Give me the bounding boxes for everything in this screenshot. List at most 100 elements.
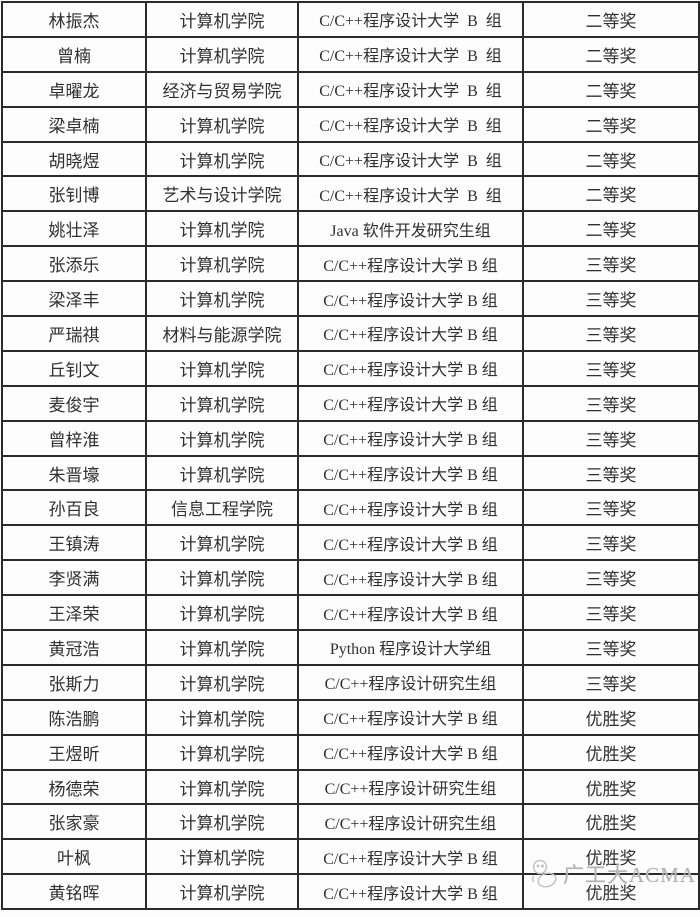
- table-row: 梁卓楠 计算机学院 C/C++程序设计大学 B 组二等奖: [1, 105, 700, 143]
- table-row: 梁泽丰 计算机学院 C/C++程序设计大学 B 组三等奖: [1, 280, 700, 318]
- cell-award: 三等奖: [522, 629, 700, 666]
- cell-name: 丘钊文: [1, 349, 147, 387]
- cell-category: Python 程序设计大学组: [297, 629, 524, 666]
- cell-college: 计算机学院: [145, 698, 299, 736]
- cell-award: 二等奖: [522, 70, 700, 108]
- table-row: 张斯力 计算机学院 C/C++程序设计研究生组 三等奖: [1, 663, 700, 701]
- cell-award: 三等奖: [522, 454, 700, 492]
- table-row: 陈浩鹏 计算机学院 C/C++程序设计大学 B 组优胜奖: [1, 698, 700, 736]
- cell-name: 严瑞祺: [1, 315, 147, 352]
- cell-college: 计算机学院: [145, 210, 299, 248]
- table-row: 王煜昕 计算机学院 C/C++程序设计大学 B 组优胜奖: [1, 733, 700, 771]
- cell-college: 计算机学院: [145, 733, 299, 771]
- table-row: 麦俊宇 计算机学院 C/C++程序设计大学 B 组三等奖: [1, 384, 700, 422]
- cell-college: 计算机学院: [145, 105, 299, 143]
- cell-category: C/C++程序设计大学 B 组: [297, 559, 524, 597]
- cell-college: 艺术与设计学院: [145, 175, 299, 213]
- cell-category: C/C++程序设计大学 B 组: [297, 454, 524, 492]
- table-row: 李贤满 计算机学院 C/C++程序设计大学 B 组三等奖: [1, 559, 700, 597]
- cell-college: 计算机学院: [145, 663, 299, 701]
- cell-award: 优胜奖: [522, 873, 700, 911]
- table-row: 林振杰 计算机学院 C/C++程序设计大学 B 组二等奖: [1, 1, 700, 38]
- cell-college: 计算机学院: [145, 524, 299, 562]
- table-row: 王镇涛 计算机学院 C/C++程序设计大学 B 组三等奖: [1, 524, 700, 562]
- cell-college: 计算机学院: [145, 280, 299, 318]
- cell-category: C/C++程序设计大学 B 组: [297, 245, 524, 283]
- cell-category: C/C++程序设计大学 B 组: [297, 349, 524, 387]
- cell-college: 计算机学院: [145, 803, 299, 841]
- cell-category: C/C++程序设计大学 B 组: [297, 280, 524, 318]
- cell-award: 三等奖: [522, 419, 700, 457]
- cell-category: C/C++程序设计大学 B 组: [297, 105, 524, 143]
- cell-college: 计算机学院: [145, 594, 299, 632]
- cell-college: 计算机学院: [145, 559, 299, 597]
- cell-award: 优胜奖: [522, 768, 700, 806]
- cell-college: 计算机学院: [145, 629, 299, 666]
- cell-college: 计算机学院: [145, 768, 299, 806]
- cell-award: 三等奖: [522, 384, 700, 422]
- cell-name: 李贤满: [1, 559, 147, 597]
- cell-name: 黄铭晖: [1, 873, 147, 911]
- table-row: 王泽荣 计算机学院 C/C++程序设计大学 B 组三等奖: [1, 594, 700, 632]
- table-row: 朱晋壕 计算机学院 C/C++程序设计大学 B 组三等奖: [1, 454, 700, 492]
- cell-category: C/C++程序设计大学 B 组: [297, 838, 524, 876]
- cell-college: 计算机学院: [145, 349, 299, 387]
- cell-name: 朱晋壕: [1, 454, 147, 492]
- table-row: 曾梓淮 计算机学院 C/C++程序设计大学 B 组三等奖: [1, 419, 700, 457]
- cell-name: 叶枫: [1, 838, 147, 876]
- cell-award: 三等奖: [522, 594, 700, 632]
- cell-category: C/C++程序设计大学 B 组: [297, 698, 524, 736]
- table-row: 杨德荣 计算机学院 C/C++程序设计研究生组 优胜奖: [1, 768, 700, 806]
- cell-name: 张钊博: [1, 175, 147, 213]
- cell-award: 二等奖: [522, 35, 700, 73]
- cell-name: 孙百良: [1, 489, 147, 527]
- cell-college: 计算机学院: [145, 140, 299, 178]
- cell-name: 卓曜龙: [1, 70, 147, 108]
- cell-name: 曾楠: [1, 35, 147, 73]
- table-row: 黄冠浩 计算机学院 Python 程序设计大学组 三等奖: [1, 629, 700, 666]
- cell-award: 优胜奖: [522, 838, 700, 876]
- cell-award: 三等奖: [522, 524, 700, 562]
- cell-category: C/C++程序设计大学 B 组: [297, 594, 524, 632]
- cell-name: 王镇涛: [1, 524, 147, 562]
- cell-name: 麦俊宇: [1, 384, 147, 422]
- cell-award: 三等奖: [522, 349, 700, 387]
- cell-award: 二等奖: [522, 210, 700, 248]
- cell-category: C/C++程序设计大学 B 组: [297, 315, 524, 352]
- cell-college: 计算机学院: [145, 454, 299, 492]
- cell-category: C/C++程序设计大学 B 组: [297, 175, 524, 213]
- cell-name: 林振杰: [1, 1, 147, 38]
- table-row: 张家豪 计算机学院 C/C++程序设计研究生组 优胜奖: [1, 803, 700, 841]
- cell-award: 二等奖: [522, 1, 700, 38]
- cell-college: 经济与贸易学院: [145, 70, 299, 108]
- cell-category: C/C++程序设计大学 B 组: [297, 384, 524, 422]
- table-row: 卓曜龙 经济与贸易学院 C/C++程序设计大学 B 组二等奖: [1, 70, 700, 108]
- cell-category: C/C++程序设计大学 B 组: [297, 733, 524, 771]
- cell-category: C/C++程序设计大学 B 组: [297, 140, 524, 178]
- table-row: 黄铭晖 计算机学院 C/C++程序设计大学 B 组优胜奖: [1, 873, 700, 911]
- cell-college: 计算机学院: [145, 419, 299, 457]
- cell-name: 曾梓淮: [1, 419, 147, 457]
- cell-college: 信息工程学院: [145, 489, 299, 527]
- cell-name: 梁卓楠: [1, 105, 147, 143]
- cell-college: 材料与能源学院: [145, 315, 299, 352]
- cell-college: 计算机学院: [145, 35, 299, 73]
- cell-name: 胡晓煜: [1, 140, 147, 178]
- cell-award: 三等奖: [522, 559, 700, 597]
- cell-award: 二等奖: [522, 105, 700, 143]
- table-row: 叶枫 计算机学院 C/C++程序设计大学 B 组优胜奖: [1, 838, 700, 876]
- cell-name: 陈浩鹏: [1, 698, 147, 736]
- table-row: 丘钊文 计算机学院 C/C++程序设计大学 B 组三等奖: [1, 349, 700, 387]
- cell-category: C/C++程序设计大学 B 组: [297, 873, 524, 911]
- cell-name: 王煜昕: [1, 733, 147, 771]
- cell-category: C/C++程序设计研究生组: [297, 768, 524, 806]
- cell-name: 梁泽丰: [1, 280, 147, 318]
- table-row: 张钊博 艺术与设计学院 C/C++程序设计大学 B 组二等奖: [1, 175, 700, 213]
- table-row: 张添乐 计算机学院 C/C++程序设计大学 B 组三等奖: [1, 245, 700, 283]
- cell-name: 杨德荣: [1, 768, 147, 806]
- cell-award: 三等奖: [522, 315, 700, 352]
- cell-college: 计算机学院: [145, 384, 299, 422]
- cell-college: 计算机学院: [145, 838, 299, 876]
- cell-name: 张斯力: [1, 663, 147, 701]
